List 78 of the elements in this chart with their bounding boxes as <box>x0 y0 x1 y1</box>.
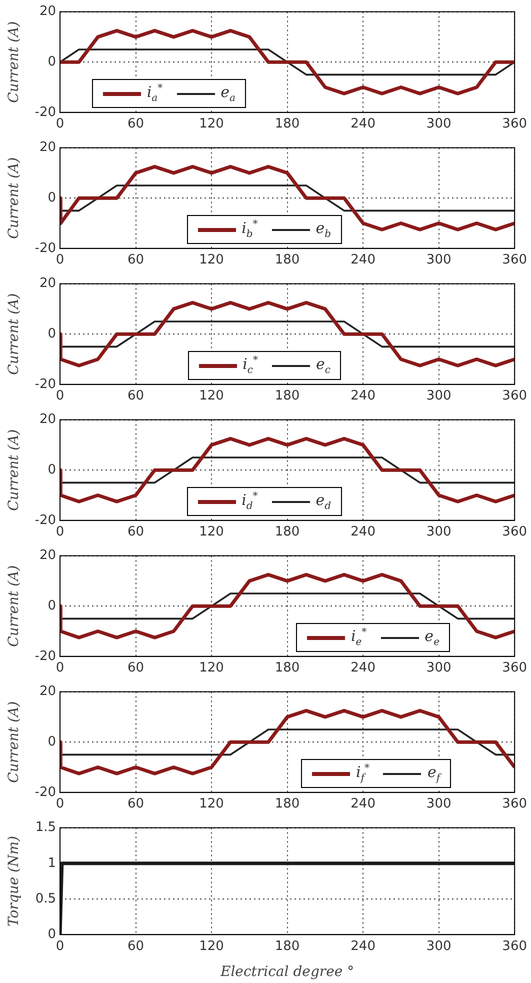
y-tick-label: 20 <box>39 412 56 428</box>
y-tick-label: 0.5 <box>35 891 56 906</box>
x-axis-title: Electrical degree ° <box>219 964 354 980</box>
y-tick-label: -20 <box>34 512 56 528</box>
x-tick-label: 300 <box>426 252 452 268</box>
y-tick-label: 0 <box>48 598 56 614</box>
x-tick-label: 360 <box>502 388 528 404</box>
y-tick-label: -20 <box>34 648 56 664</box>
x-tick-label: 360 <box>502 116 528 132</box>
legend-label: e$_{f}$ <box>427 763 440 784</box>
x-tick-label: 180 <box>274 116 300 132</box>
y-tick-label: 20 <box>39 276 56 292</box>
x-tick-label: 300 <box>426 796 452 812</box>
y-tick-label: -20 <box>34 784 56 800</box>
y-axis-title: Torque (Nm) <box>6 836 22 926</box>
legend-label: e$_{b}$ <box>316 219 332 240</box>
x-tick-label: 120 <box>199 524 224 540</box>
x-tick-label: 360 <box>502 524 528 540</box>
x-tick-label: 360 <box>502 660 528 676</box>
x-tick-label: 180 <box>274 252 300 268</box>
y-tick-label: 1.5 <box>35 820 56 836</box>
x-tick-label: 60 <box>127 938 144 954</box>
y-tick-label: 20 <box>39 684 56 700</box>
x-tick-label: 60 <box>127 660 144 676</box>
x-tick-label: 240 <box>350 524 376 540</box>
x-tick-label: 240 <box>350 116 376 132</box>
y-axis-title: Current (A) <box>6 157 22 239</box>
y-tick-label: 0 <box>48 734 56 750</box>
x-tick-label: 240 <box>350 388 376 404</box>
y-tick-label: 20 <box>39 140 56 156</box>
x-tick-label: 180 <box>274 796 300 812</box>
y-tick-label: 20 <box>39 548 56 564</box>
x-tick-label: 120 <box>199 388 224 404</box>
y-tick-label: 0 <box>48 462 56 478</box>
y-axis-title: Current (A) <box>6 565 22 647</box>
y-tick-label: -20 <box>34 376 56 392</box>
x-tick-label: 360 <box>502 938 528 954</box>
legend-label: e$_{d}$ <box>316 491 332 512</box>
y-axis-title: Current (A) <box>6 21 22 103</box>
legend-label: e$_{a}$ <box>220 83 236 104</box>
x-tick-label: 240 <box>350 660 376 676</box>
y-axis-title: Current (A) <box>6 429 22 511</box>
y-tick-label: 0 <box>48 326 56 342</box>
x-tick-label: 60 <box>127 116 144 132</box>
y-tick-label: 0 <box>48 926 56 942</box>
y-tick-label: 1 <box>48 856 56 871</box>
x-tick-label: 180 <box>274 388 300 404</box>
legend-label: e$_{c}$ <box>316 355 330 376</box>
x-tick-label: 240 <box>350 796 376 812</box>
y-tick-label: 0 <box>48 54 56 70</box>
x-tick-label: 120 <box>199 660 224 676</box>
x-tick-label: 120 <box>199 938 224 954</box>
x-tick-label: 180 <box>274 938 300 954</box>
x-tick-label: 300 <box>426 938 452 954</box>
x-tick-label: 60 <box>127 796 144 812</box>
x-tick-label: 360 <box>502 796 528 812</box>
x-tick-label: 120 <box>199 252 224 268</box>
x-tick-label: 120 <box>199 116 224 132</box>
x-tick-label: 300 <box>426 660 452 676</box>
y-tick-label: 20 <box>39 4 56 20</box>
x-tick-label: 60 <box>127 524 144 540</box>
y-axis-title: Current (A) <box>6 701 22 783</box>
x-tick-label: 360 <box>502 252 528 268</box>
x-tick-label: 60 <box>127 252 144 268</box>
y-tick-label: 0 <box>48 190 56 206</box>
x-tick-label: 60 <box>127 388 144 404</box>
x-tick-label: 300 <box>426 524 452 540</box>
x-tick-label: 180 <box>274 524 300 540</box>
y-tick-label: -20 <box>34 240 56 256</box>
y-tick-label: -20 <box>34 104 56 120</box>
x-tick-label: 240 <box>350 252 376 268</box>
x-tick-label: 180 <box>274 660 300 676</box>
x-tick-label: 300 <box>426 388 452 404</box>
x-tick-label: 300 <box>426 116 452 132</box>
x-tick-label: 240 <box>350 938 376 954</box>
legend-label: e$_{e}$ <box>424 627 440 648</box>
x-tick-label: 120 <box>199 796 224 812</box>
y-axis-title: Current (A) <box>6 293 22 375</box>
